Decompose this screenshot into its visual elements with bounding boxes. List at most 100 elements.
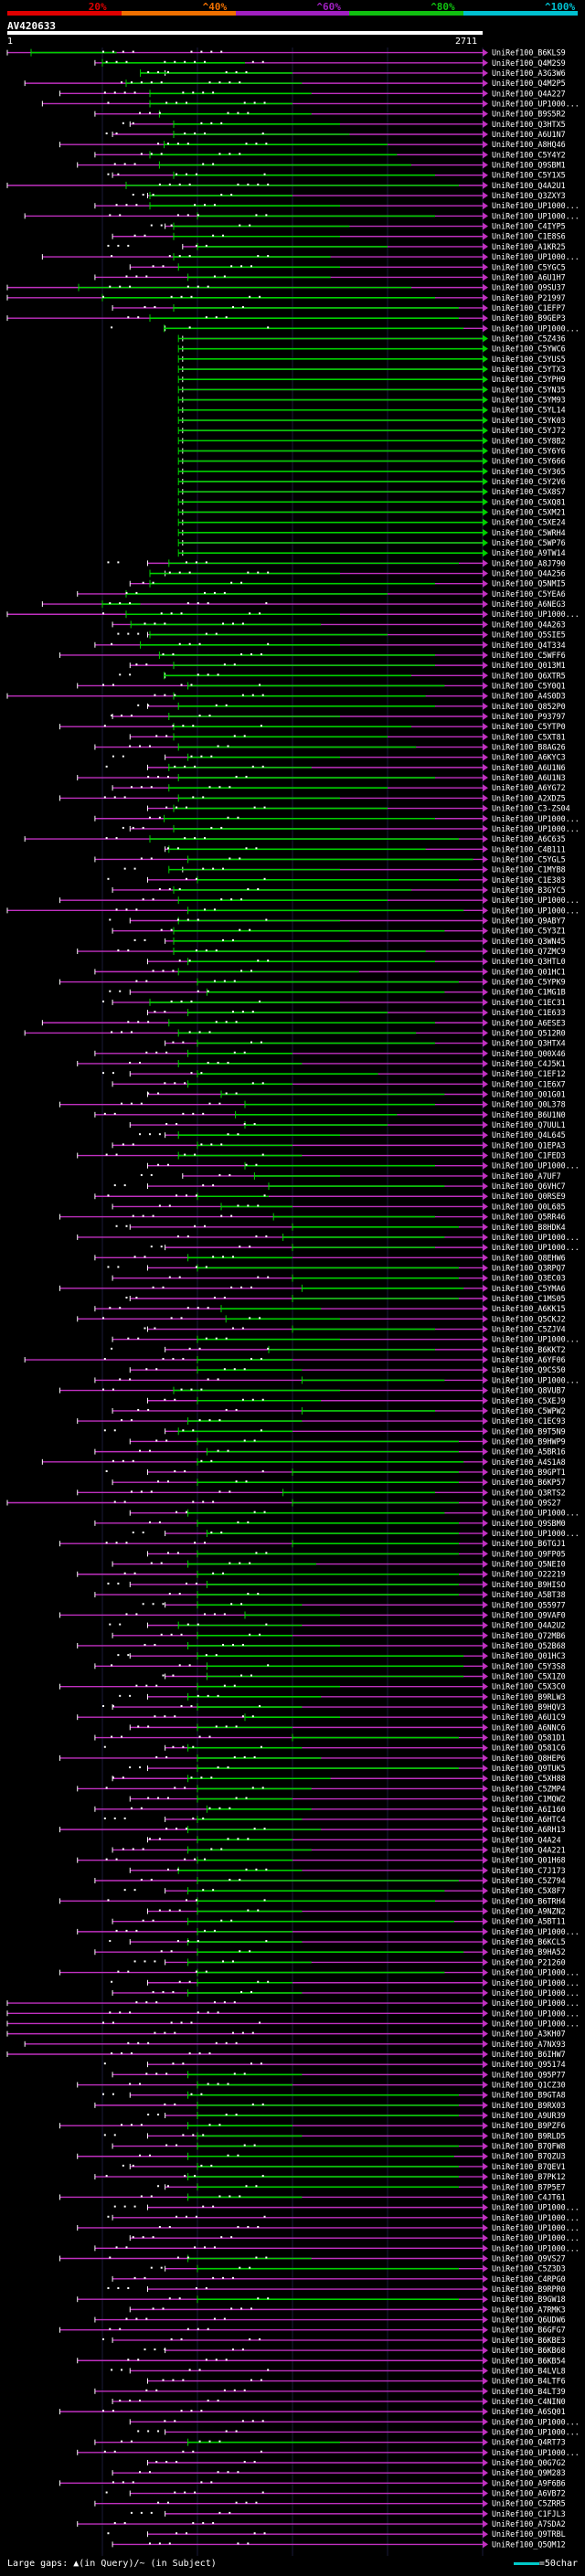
hit-label[interactable]: UniRef100_A6HTC4 (492, 1815, 566, 1824)
hit-label[interactable]: UniRef100_C5Y365 (492, 467, 566, 476)
hit-label[interactable]: UniRef100_C5ZRR5 (492, 2499, 566, 2508)
hit-label[interactable]: UniRef100_C5YMA6 (492, 1284, 566, 1293)
hit-label[interactable]: UniRef100_A3G3W6 (492, 69, 566, 78)
hit-label[interactable]: UniRef100_C5YTP0 (492, 722, 566, 731)
hit-label[interactable]: UniRef100_C5Z436 (492, 334, 566, 344)
hit-label[interactable]: UniRef100_Q9M283 (492, 2468, 566, 2477)
hit-label[interactable]: UniRef100_A8HQ46 (492, 140, 566, 149)
hit-label[interactable]: UniRef100_C5WPW2 (492, 1406, 566, 1415)
hit-label[interactable]: UniRef100_B7QEV1 (492, 2162, 566, 2171)
hit-label[interactable]: UniRef100_C1E633 (492, 1008, 566, 1017)
hit-label[interactable]: UniRef100_UP1000... (492, 252, 580, 261)
hit-label[interactable]: UniRef100_C5ZMP4 (492, 1784, 566, 1793)
hit-label[interactable]: UniRef100_C5Y6Y6 (492, 446, 566, 455)
hit-label[interactable]: UniRef100_A7UF7 (492, 1171, 561, 1181)
hit-label[interactable]: UniRef100_Q9S27 (492, 1499, 561, 1508)
hit-label[interactable]: UniRef100_Q72MB6 (492, 1631, 566, 1640)
hit-label[interactable]: UniRef100_B9RLW3 (492, 1692, 566, 1701)
hit-label[interactable]: UniRef100_Q013M1 (492, 661, 566, 670)
hit-label[interactable]: UniRef100_C1E383 (492, 875, 566, 885)
hit-label[interactable]: UniRef100_C5XQ81 (492, 497, 566, 506)
hit-label[interactable]: UniRef100_C5WFF6 (492, 651, 566, 660)
hit-label[interactable]: UniRef100_Q00X46 (492, 1049, 566, 1058)
hit-label[interactable]: UniRef100_Q4L645 (492, 1130, 566, 1140)
hit-label[interactable]: UniRef100_A6KK15 (492, 1304, 566, 1313)
hit-label[interactable]: UniRef100_C5X8S7 (492, 487, 566, 496)
hit-label[interactable]: UniRef100_Q1CZ30 (492, 2081, 566, 2090)
hit-label[interactable]: UniRef100_B6U1N0 (492, 1110, 566, 1119)
hit-label[interactable]: UniRef100_B6TGJ1 (492, 1539, 566, 1548)
hit-label[interactable]: UniRef100_C5YWC6 (492, 345, 566, 354)
hit-label[interactable]: UniRef100_B6GFG7 (492, 2326, 566, 2335)
hit-label[interactable]: UniRef100_Q9TUK5 (492, 1764, 566, 1773)
hit-label[interactable]: UniRef100_C1FJL3 (492, 2509, 566, 2518)
hit-label[interactable]: UniRef100_C1MG1B (492, 988, 566, 997)
hit-label[interactable]: UniRef100_B6KCL5 (492, 1937, 566, 1946)
hit-label[interactable]: UniRef100_C5X3C0 (492, 1682, 566, 1691)
hit-label[interactable]: UniRef100_Q0L378 (492, 1100, 566, 1109)
hit-label[interactable]: UniRef100_B6KP57 (492, 1478, 566, 1487)
hit-label[interactable]: UniRef100_C1MQW2 (492, 1795, 566, 1804)
hit-label[interactable]: UniRef100_Q01H68 (492, 1856, 566, 1865)
hit-label[interactable]: UniRef100_C5Y3Z1 (492, 927, 566, 936)
hit-label[interactable]: UniRef100_UP1000... (492, 610, 580, 619)
hit-label[interactable]: UniRef100_Q852P0 (492, 702, 566, 711)
hit-label[interactable]: UniRef100_B7QZU3 (492, 2152, 566, 2161)
hit-label[interactable]: UniRef100_UP1000... (492, 2213, 580, 2222)
hit-label[interactable]: UniRef100_Q4M2P5 (492, 79, 566, 88)
hit-label[interactable]: UniRef100_Q4RT73 (492, 2438, 566, 2447)
hit-label[interactable]: UniRef100_UP1000... (492, 2009, 580, 2018)
hit-label[interactable]: UniRef100_A6ESE3 (492, 1018, 566, 1027)
hit-label[interactable]: UniRef100_B9RX03 (492, 2101, 566, 2110)
hit-label[interactable]: UniRef100_Q9SU37 (492, 283, 566, 292)
hit-label[interactable]: UniRef100_A6U1N7 (492, 130, 566, 139)
hit-label[interactable]: UniRef100_B6IHW7 (492, 2050, 566, 2059)
hit-label[interactable]: UniRef100_C5X1Z0 (492, 1671, 566, 1680)
hit-label[interactable]: UniRef100_A7SDA2 (492, 2519, 566, 2528)
hit-label[interactable]: UniRef100_A2XDZ5 (492, 793, 566, 802)
hit-label[interactable]: UniRef100_Q0RSE9 (492, 1192, 566, 1201)
hit-label[interactable]: UniRef100_B4LTF6 (492, 2377, 566, 2386)
hit-label[interactable]: UniRef100_O22219 (492, 1570, 566, 1579)
hit-label[interactable]: UniRef100_A6NEG3 (492, 599, 566, 609)
hit-label[interactable]: UniRef100_Q9TRBL (492, 2529, 566, 2539)
hit-label[interactable]: UniRef100_C1E6X7 (492, 1079, 566, 1088)
hit-label[interactable]: UniRef100_A6U1H7 (492, 272, 566, 281)
hit-label[interactable]: UniRef100_Q9VAF0 (492, 1610, 566, 1619)
hit-label[interactable]: UniRef100_UP1000... (492, 201, 580, 210)
hit-label[interactable]: UniRef100_B6KB54 (492, 2356, 566, 2365)
hit-label[interactable]: UniRef100_B9HWP9 (492, 1436, 566, 1446)
hit-label[interactable]: UniRef100_UP1000... (492, 211, 580, 220)
hit-label[interactable]: UniRef100_A9NZN2 (492, 1907, 566, 1916)
hit-label[interactable]: UniRef100_C1FED3 (492, 1151, 566, 1161)
hit-label[interactable]: UniRef100_C1EF12 (492, 1069, 566, 1078)
hit-label[interactable]: UniRef100_A6U1C9 (492, 1712, 566, 1722)
hit-label[interactable]: UniRef100_Q52B68 (492, 1641, 566, 1650)
hit-label[interactable]: UniRef100_C5YL14 (492, 406, 566, 415)
hit-label[interactable]: UniRef100_UP1000... (492, 1927, 580, 1936)
hit-label[interactable]: UniRef100_C5XT81 (492, 732, 566, 741)
hit-label[interactable]: UniRef100_C5YPK9 (492, 978, 566, 987)
hit-label[interactable]: UniRef100_Q3EC03 (492, 1274, 566, 1283)
hit-label[interactable]: UniRef100_Q5SIE5 (492, 631, 566, 640)
hit-label[interactable]: UniRef100_B6TRH4 (492, 1896, 566, 1905)
hit-label[interactable]: UniRef100_A5BT38 (492, 1590, 566, 1599)
hit-label[interactable]: UniRef100_Q01HC1 (492, 967, 566, 976)
hit-label[interactable]: UniRef100_Q8EHW6 (492, 1253, 566, 1262)
hit-label[interactable]: UniRef100_B7P5E7 (492, 2182, 566, 2191)
hit-label[interactable]: UniRef100_C5YEA6 (492, 589, 566, 599)
hit-label[interactable]: UniRef100_B9GW18 (492, 2295, 566, 2304)
hit-label[interactable]: UniRef100_B9S5R2 (492, 110, 566, 119)
hit-label[interactable]: UniRef100_Q9CS50 (492, 1365, 566, 1374)
hit-label[interactable]: UniRef100_C5XH88 (492, 1774, 566, 1783)
hit-label[interactable]: UniRef100_UP1000... (492, 323, 580, 333)
hit-label[interactable]: UniRef100_C3-ZS04 (492, 804, 570, 813)
hit-label[interactable]: UniRef100_Q4T334 (492, 641, 566, 650)
hit-label[interactable]: UniRef100_UP1000... (492, 2223, 580, 2232)
hit-label[interactable]: UniRef100_B9GPT1 (492, 1468, 566, 1477)
hit-label[interactable]: UniRef100_B9HISO (492, 1580, 566, 1589)
hit-label[interactable]: UniRef100_C4NIN0 (492, 2397, 566, 2406)
hit-label[interactable]: UniRef100_B9GEP3 (492, 313, 566, 323)
hit-label[interactable]: UniRef100_Q3ZXY3 (492, 191, 566, 200)
hit-label[interactable]: UniRef100_C5Z794 (492, 1876, 566, 1885)
